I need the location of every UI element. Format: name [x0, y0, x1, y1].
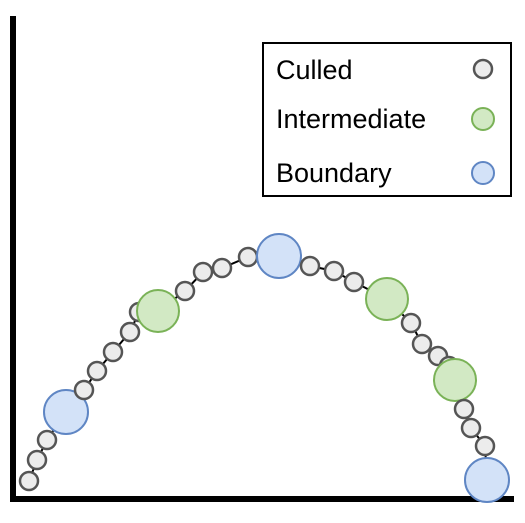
culled-point [400, 312, 422, 334]
boundary-point [256, 233, 302, 279]
culled-point [343, 271, 365, 293]
culled-point [86, 360, 108, 382]
culled-point [18, 470, 40, 492]
legend-label-intermediate: Intermediate [276, 104, 426, 134]
culled-legend-marker [472, 58, 494, 80]
boundary-point [43, 389, 89, 435]
boundary-point [464, 457, 510, 503]
legend-label-culled: Culled [276, 55, 353, 85]
culled-point [453, 398, 475, 420]
legend: Culled Intermediate Boundary [262, 42, 512, 197]
boundary-legend-marker [471, 161, 495, 185]
legend-label-boundary: Boundary [276, 158, 392, 188]
culled-point [102, 341, 124, 363]
intermediate-point [433, 358, 477, 402]
intermediate-point [365, 277, 409, 321]
legend-box [262, 42, 512, 197]
intermediate-point [136, 289, 180, 333]
culled-point [36, 429, 58, 451]
culled-point [192, 261, 214, 283]
culled-point [119, 321, 141, 343]
culled-point [174, 280, 196, 302]
curve-points [18, 233, 510, 503]
culled-point [411, 333, 433, 355]
intermediate-legend-marker [471, 107, 495, 131]
culled-point [460, 417, 482, 439]
culled-point [73, 379, 95, 401]
culled-point [323, 260, 345, 282]
culled-point [474, 435, 496, 457]
culled-point [299, 255, 321, 277]
culled-point [211, 257, 233, 279]
culled-point [237, 246, 259, 268]
culled-point [26, 449, 48, 471]
